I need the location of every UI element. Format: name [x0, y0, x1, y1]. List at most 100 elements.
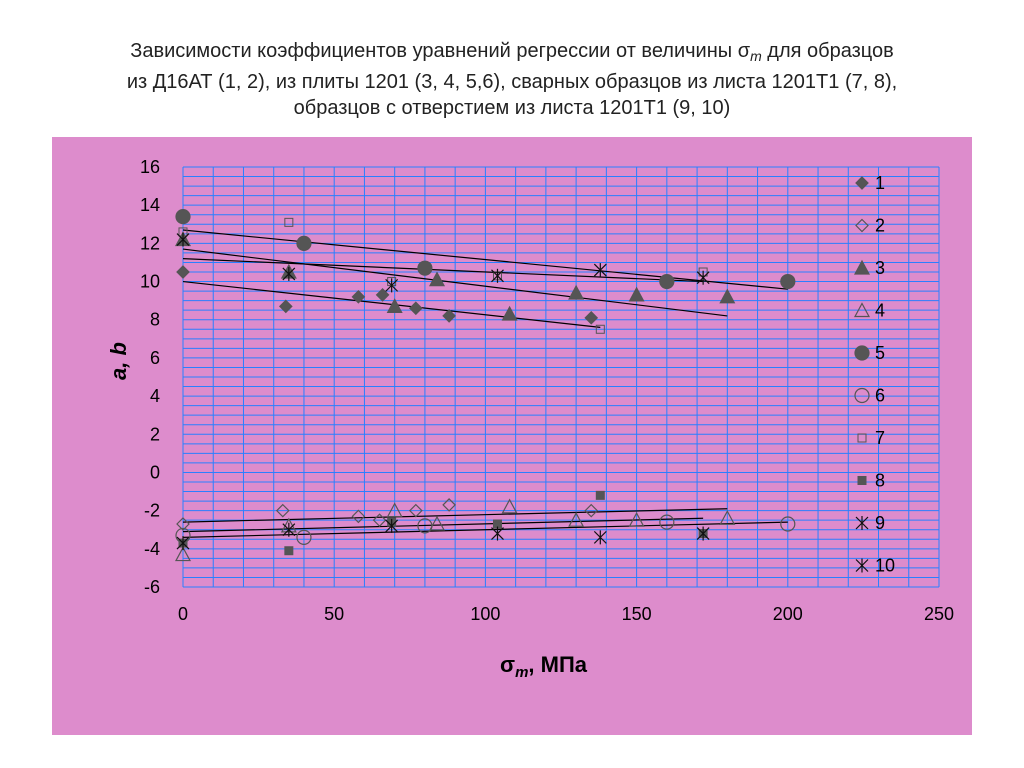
x-tick-label: 200 [773, 604, 803, 624]
x-axis-title-subscript: m [515, 664, 529, 681]
data-point [386, 502, 403, 518]
legend-label: 4 [875, 301, 885, 321]
title-line-1: Зависимости коэффициентов уравнений регр… [40, 38, 984, 69]
data-point [719, 288, 736, 304]
legend-marker [855, 558, 869, 573]
data-point [284, 546, 294, 556]
series-5 [175, 209, 796, 290]
data-point [375, 288, 390, 302]
legend-label: 1 [875, 173, 885, 193]
legend-label: 7 [875, 428, 885, 448]
x-axis-title: σm, МПа [500, 652, 587, 681]
plot-panel [52, 137, 972, 735]
series-9 [176, 232, 710, 293]
data-point [372, 513, 387, 528]
legend-marker [857, 476, 867, 485]
series-10 [176, 518, 710, 551]
grid-lines [182, 166, 940, 588]
data-point [417, 260, 433, 276]
data-point [174, 546, 192, 562]
data-point [659, 514, 675, 530]
trend-line [182, 258, 704, 283]
x-tick-label: 250 [924, 604, 954, 624]
data-point [584, 503, 599, 518]
data-point [501, 305, 518, 321]
data-point [175, 209, 191, 225]
x-axis-title-symbol: σ [500, 652, 516, 677]
data-point [696, 526, 710, 541]
data-point [284, 217, 294, 227]
y-tick-label: 16 [140, 157, 160, 177]
trend-line [182, 229, 788, 290]
legend-label: 2 [875, 216, 885, 236]
y-tick-label: 0 [150, 462, 160, 482]
legend: 1 2 3 4 5 6 7 8 9 10 [853, 173, 895, 576]
data-point [659, 273, 675, 290]
data-point [176, 232, 190, 247]
x-tick-label: 100 [470, 604, 500, 624]
data-point [296, 529, 312, 545]
trend-line [182, 248, 728, 317]
x-tick-label: 50 [324, 604, 344, 624]
data-point [593, 263, 607, 278]
data-point [628, 511, 645, 527]
series-1 [176, 265, 599, 325]
data-point [296, 235, 312, 251]
y-tick-label: 2 [150, 424, 160, 444]
legend-marker [854, 387, 870, 404]
data-point [595, 490, 605, 500]
trend-line [182, 517, 704, 533]
y-tick-label: 4 [150, 386, 160, 406]
data-point [780, 516, 796, 532]
legend-marker [855, 218, 869, 233]
data-point [278, 299, 293, 314]
data-point [408, 503, 423, 518]
title-sigma-subscript: m [750, 48, 762, 64]
data-point [628, 286, 645, 302]
trend-line [182, 508, 728, 523]
data-point [442, 498, 456, 512]
series-2 [176, 498, 599, 531]
data-point [417, 518, 433, 534]
data-point [351, 289, 366, 304]
data-point [501, 498, 518, 514]
data-point [568, 284, 585, 300]
x-tick-label: 0 [178, 604, 188, 624]
y-tick-label: 12 [140, 233, 160, 253]
data-point [385, 278, 399, 293]
legend-marker [855, 516, 869, 530]
y-tick-label: -6 [144, 577, 160, 597]
y-axis-title: a, b [106, 342, 131, 380]
data-point [595, 324, 605, 334]
data-point [385, 518, 399, 533]
data-point [282, 522, 296, 537]
legend-marker [853, 302, 871, 318]
data-point [429, 271, 446, 287]
data-point [351, 509, 366, 524]
data-point [408, 301, 423, 316]
data-point [176, 265, 190, 279]
title-line-1-end: для образцов [761, 40, 894, 62]
legend-marker [854, 345, 870, 361]
data-point [491, 268, 504, 283]
legend-label: 9 [875, 513, 885, 533]
chart-title: Зависимости коэффициентов уравнений регр… [40, 38, 984, 121]
legend-label: 3 [875, 258, 885, 278]
legend-label: 10 [875, 556, 895, 576]
legend-label: 6 [875, 386, 885, 406]
data-point [719, 510, 736, 525]
title-line-2: из Д16АТ (1, 2), из плиты 1201 (3, 4, 5,… [126, 71, 898, 93]
y-tick-label: -4 [144, 539, 160, 559]
y-tick-label: -2 [144, 501, 160, 521]
y-tick-label: 10 [140, 272, 160, 292]
data-point [429, 515, 446, 531]
legend-label: 8 [875, 471, 885, 491]
legend-marker [857, 433, 867, 443]
series-6 [175, 514, 796, 545]
legend-marker [855, 176, 869, 190]
data-point [584, 310, 599, 325]
data-point [176, 536, 190, 551]
data-point [568, 511, 585, 527]
data-point [780, 273, 796, 290]
